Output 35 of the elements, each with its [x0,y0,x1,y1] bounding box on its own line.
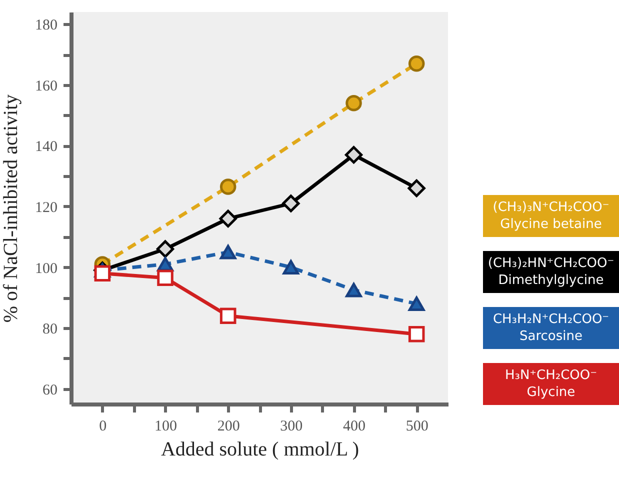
text: H₃N⁺CH₂COO⁻ Glycine [483,363,619,405]
text: CH₃H₂N⁺CH₂COO⁻ Sarcosine [483,307,619,349]
x-tick-label: 400 [343,418,366,434]
point [408,326,425,342]
x-tick-label: 200 [217,418,240,434]
point [408,56,425,72]
x-tick-label: 100 [154,418,177,434]
point [157,270,174,286]
x-tick-label: 500 [406,418,428,434]
x-tick-label: 0 [99,418,107,434]
point [220,308,236,324]
y-tick-label: 120 [35,200,58,216]
y-tick-label: 180 [35,18,58,34]
point [346,95,362,112]
point [220,244,236,260]
x-tick-label: 300 [280,418,303,434]
y-tick-label: 160 [35,78,58,94]
point [282,260,300,274]
point [220,178,236,195]
point [408,179,426,198]
point [344,146,363,164]
y-tick-label: 100 [35,260,58,277]
y-tick-label: 60 [42,382,58,398]
y-axis-title: % of NaCl-inhibited activity [0,94,22,323]
y-tick-label: 140 [35,139,58,156]
point [408,296,425,311]
point [94,265,111,282]
y-tick-label: 80 [42,322,58,338]
point [346,282,362,298]
point [156,240,174,258]
text: (CH₃)₃N⁺CH₂COO⁻ Glycine betaine [483,195,619,237]
point [219,210,237,228]
x-axis-title: Added solute ( mmol/L ) [160,438,360,460]
point [282,194,300,212]
text: (CH₃)₂HN⁺CH₂COO⁻ Dimethylglycine [483,251,619,293]
